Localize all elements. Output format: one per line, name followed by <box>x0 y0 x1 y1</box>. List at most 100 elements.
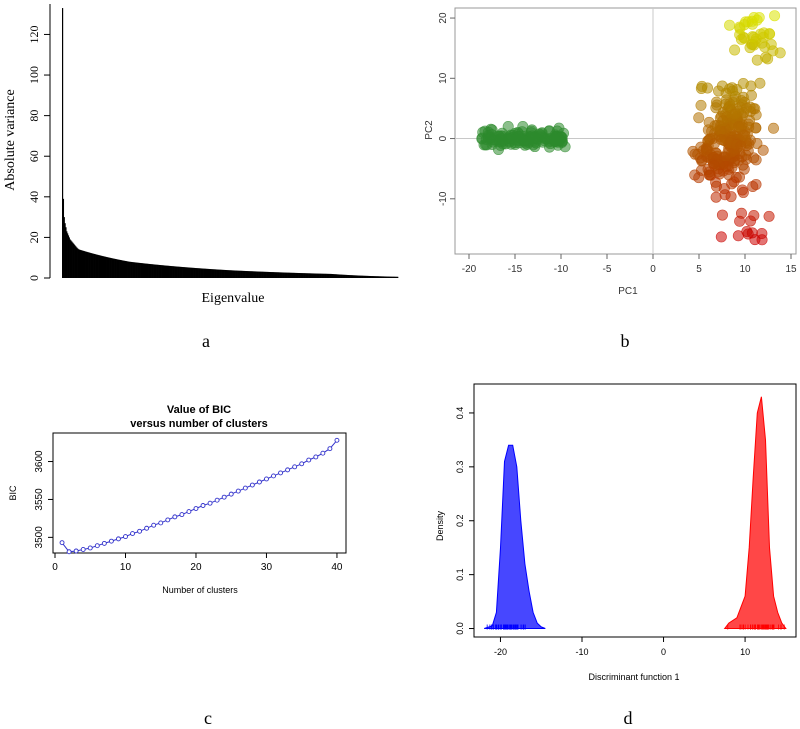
panel-b-point <box>492 144 504 156</box>
panel-a-bar <box>387 276 389 278</box>
panel-a-bar <box>239 270 241 278</box>
panel-b-point <box>693 172 705 184</box>
panel-d-ytick-label: 0.2 <box>455 514 465 527</box>
panel-a-bar <box>177 266 180 278</box>
panel-a-bar <box>377 276 379 278</box>
panel-a-bar <box>115 259 117 278</box>
panel-a-bar <box>209 268 211 278</box>
panel-b-point <box>737 186 749 198</box>
panel-a-bar <box>312 273 314 278</box>
panel-a-bar <box>164 265 166 278</box>
panel-a-bar <box>298 273 301 278</box>
panel-a-bar <box>272 272 275 278</box>
panel-a-bar <box>327 273 329 278</box>
panel-a-bar <box>248 271 250 278</box>
panel-a-bar <box>314 273 316 278</box>
panel-a-bar <box>357 275 359 278</box>
panel-c-bic-point <box>278 470 284 476</box>
panel-a-bar <box>384 276 386 278</box>
panel-a-bar <box>269 272 271 278</box>
panel-a-bar <box>131 262 133 278</box>
panel-a-bar <box>387 276 390 278</box>
panel-a-bar <box>259 271 261 278</box>
panel-a-bar <box>104 256 107 278</box>
panel-a-bar <box>250 271 252 278</box>
panel-a-bar <box>198 268 201 278</box>
panel-a-bar <box>308 273 310 278</box>
panel-b-point <box>768 122 780 134</box>
panel-a-bar <box>289 272 291 278</box>
panel-a-bar <box>149 264 151 278</box>
panel-a-bar <box>91 253 93 278</box>
panel-a-bar <box>228 270 230 278</box>
panel-c-bic-point <box>179 512 185 518</box>
panel-a-bar <box>126 261 128 278</box>
panel-a-bar <box>205 268 207 278</box>
panel-a-bar <box>322 273 324 278</box>
panel-a-bar <box>176 266 178 278</box>
panel-a-bar <box>97 254 99 278</box>
panel-c-bic-point <box>299 461 305 467</box>
panel-a-bar <box>110 258 112 278</box>
panel-b-point <box>480 139 492 151</box>
panel-a-bar <box>141 263 143 278</box>
panel-a-bar <box>247 271 249 278</box>
panel-a-bar <box>267 271 269 278</box>
panel-a-bar <box>238 270 240 278</box>
panel-a-label: a <box>202 331 210 351</box>
panel-a-bar <box>83 250 85 278</box>
panel-a-bar <box>203 268 205 278</box>
panel-a-bar <box>114 258 116 278</box>
panel-b-points <box>476 10 786 246</box>
panel-a-bar <box>252 271 254 278</box>
panel-d-xtick-label: 0 <box>661 647 666 657</box>
panel-a-bar <box>134 262 136 278</box>
panel-c-ytick-label: 3500 <box>34 526 45 549</box>
panel-a-bar <box>123 260 125 278</box>
panel-a-bar <box>188 267 190 278</box>
panel-a-bar <box>145 263 147 278</box>
panel-a-bar <box>236 270 238 278</box>
panel-c-bic-point <box>242 485 248 491</box>
panel-a-bar <box>194 267 196 278</box>
panel-a-bar <box>62 198 65 278</box>
panel-a-bar <box>264 271 266 278</box>
panel-b-point <box>762 53 774 65</box>
panel-c-bic-point <box>193 506 199 511</box>
panel-a-bar <box>188 267 191 278</box>
panel-c-title-line2: versus number of clusters <box>130 418 268 430</box>
panel-a-bar <box>320 273 322 278</box>
panel-a-bar <box>77 249 80 278</box>
panel-a-bar <box>200 268 202 278</box>
panel-a-bar <box>309 273 311 278</box>
panel-a-bar <box>262 271 264 278</box>
panel-a-bar <box>386 276 388 278</box>
panel-a-bar <box>371 276 374 278</box>
panel-a-bar <box>180 266 182 278</box>
panel-a-bar <box>337 274 339 278</box>
panel-a-bar <box>179 266 181 278</box>
panel-a-bar <box>391 276 393 278</box>
panel-a-bar <box>385 276 387 278</box>
panel-a-bar <box>370 276 372 278</box>
panel-c-bic-point <box>123 534 128 540</box>
panel-a-bar <box>303 273 306 278</box>
panel-a-bar <box>307 273 309 278</box>
panel-a-bar <box>350 275 352 278</box>
panel-a-bar <box>299 273 301 278</box>
panel-a-bar <box>284 272 286 278</box>
panel-a-bar <box>74 245 76 278</box>
panel-a-bar <box>341 274 343 278</box>
panel-a-bar <box>275 272 277 278</box>
panel-a-bar <box>148 263 150 278</box>
panel-a-ytick-label: 100 <box>27 66 41 84</box>
panel-a-bar <box>313 273 315 278</box>
panel-a-bar <box>345 274 348 278</box>
panel-b-point <box>749 234 761 246</box>
panel-a-bar <box>258 271 260 278</box>
panel-a-bar <box>235 270 237 278</box>
panel-a-bar <box>201 268 203 278</box>
panel-a-bar <box>270 272 272 278</box>
panel-b-point <box>486 124 498 136</box>
panel-a-bar <box>136 262 138 278</box>
